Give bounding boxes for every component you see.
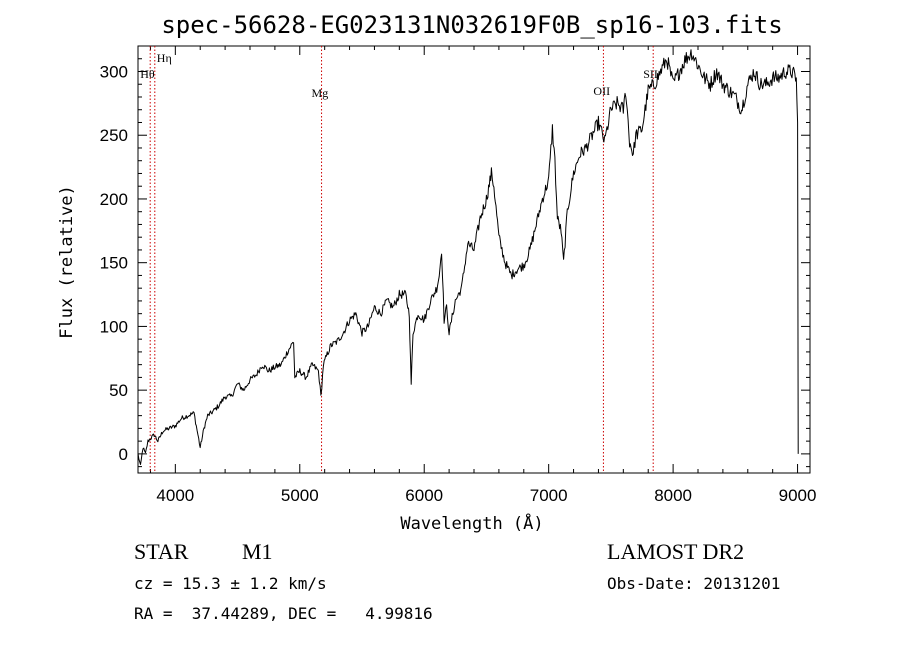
spectral-line-label: OII: [593, 84, 610, 98]
x-tick-label: 9000: [779, 486, 817, 505]
y-tick-label: 250: [100, 126, 128, 145]
object-class: STAR: [134, 539, 189, 564]
x-tick-label: 4000: [156, 486, 194, 505]
survey-label: LAMOST DR2: [607, 539, 745, 564]
object-subclass: M1: [242, 539, 273, 564]
y-tick-label: 300: [100, 62, 128, 81]
redshift-cz: cz = 15.3 ± 1.2 km/s: [134, 574, 327, 593]
spectral-line-label: SII: [643, 67, 658, 81]
y-tick-label: 100: [100, 317, 128, 336]
x-tick-label: 8000: [654, 486, 692, 505]
spectrum-line: [137, 49, 799, 465]
x-axis-label: Wavelength (Å): [400, 512, 543, 534]
y-axis-label: Flux (relative): [57, 185, 77, 339]
chart-title: spec-56628-EG023131N032619F0B_sp16-103.f…: [161, 11, 782, 39]
observation-date: Obs-Date: 20131201: [607, 574, 781, 593]
y-tick-label: 50: [109, 381, 128, 400]
spectral-line-label: Mg: [312, 86, 329, 100]
spectral-line-label: Hη: [157, 51, 172, 65]
plot-frame: [137, 45, 811, 474]
x-tick-label: 6000: [405, 486, 443, 505]
y-tick-label: 150: [100, 254, 128, 273]
spectral-line-label: Hθ: [140, 67, 155, 81]
ra-dec-coordinates: RA = 37.44289, DEC = 4.99816: [134, 604, 433, 623]
x-tick-label: 7000: [530, 486, 568, 505]
x-tick-label: 5000: [281, 486, 319, 505]
plot-area: 4000 5000 6000 7000 8000 9000 0 50 100 150 200 250 3…: [100, 45, 817, 505]
y-tick-label: 200: [100, 190, 128, 209]
y-tick-label: 0: [119, 445, 128, 464]
